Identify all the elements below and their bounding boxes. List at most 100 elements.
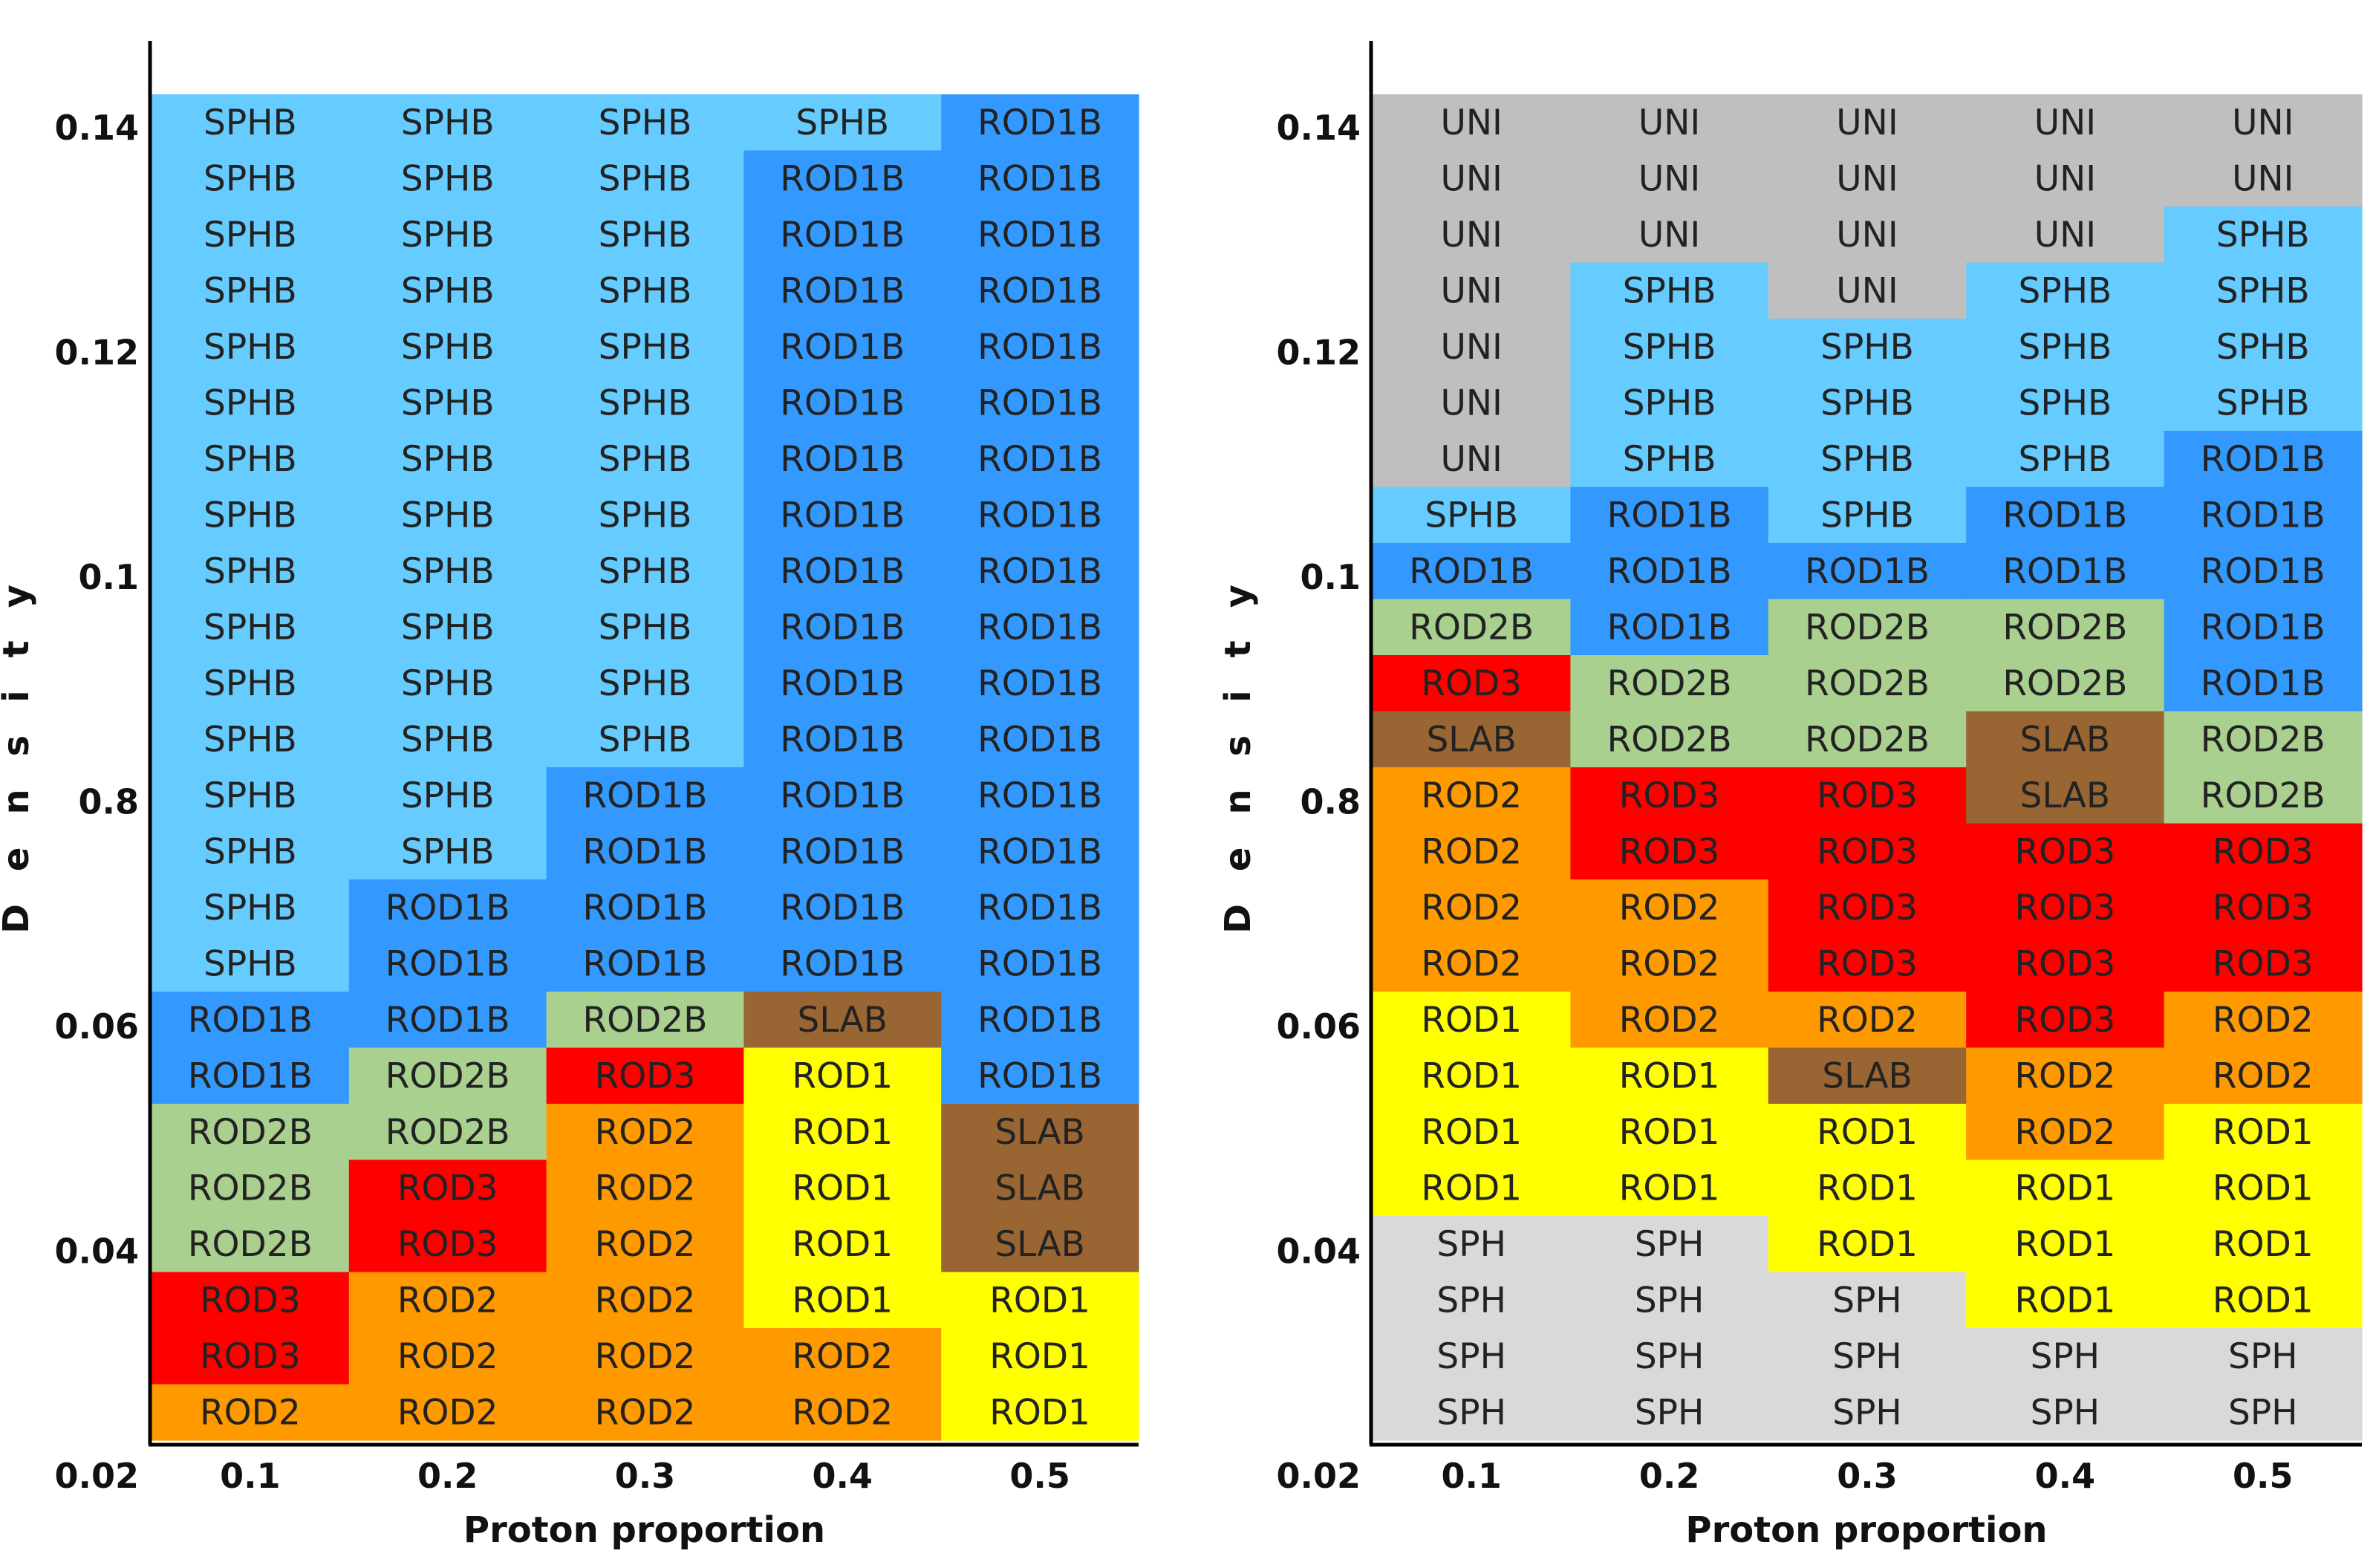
- cell-label: SPHB: [599, 158, 692, 199]
- y-tick-label: 0.02: [1277, 1456, 1361, 1496]
- heatmap-cell: [546, 1047, 744, 1105]
- heatmap-cell: [1373, 711, 1571, 768]
- heatmap-cell: [1966, 1047, 2165, 1105]
- heatmap-cell: [152, 1216, 350, 1273]
- cell-label: ROD3: [2015, 943, 2116, 984]
- heatmap-cell: [1768, 543, 1967, 600]
- heatmap-cell: [1966, 319, 2165, 376]
- cell-label: ROD1: [1817, 1168, 1918, 1208]
- heatmap-cell: [1966, 1384, 2165, 1441]
- heatmap-cell: [2164, 599, 2363, 656]
- heatmap-cell: [743, 599, 942, 656]
- heatmap-cell: [941, 150, 1139, 207]
- heatmap-cell: [2164, 711, 2363, 768]
- cell-label: UNI: [1638, 158, 1700, 199]
- x-tick-label: 0.1: [1441, 1456, 1502, 1496]
- cell-label: ROD1B: [2201, 663, 2325, 704]
- cell-label: ROD1B: [977, 1000, 1102, 1041]
- cell-label: ROD1B: [2002, 551, 2127, 592]
- heatmap-cell: [941, 1159, 1139, 1217]
- cell-label: SLAB: [995, 1112, 1085, 1153]
- cell-label: ROD1B: [977, 439, 1102, 480]
- heatmap-cell: [2164, 150, 2363, 207]
- heatmap-cell: [743, 319, 942, 376]
- heatmap-cell: [546, 879, 744, 937]
- heatmap-cell: [1966, 262, 2165, 319]
- heatmap-cell: [1570, 262, 1769, 319]
- cell-label: SPHB: [204, 551, 297, 592]
- cell-label: SPHB: [401, 607, 495, 648]
- y-tick-label: 0.12: [1277, 333, 1361, 373]
- heatmap-cell: [1768, 1047, 1967, 1105]
- heatmap-cell: [546, 374, 744, 432]
- heatmap-cell: [743, 431, 942, 488]
- cell-label: SPHB: [204, 215, 297, 256]
- heatmap-cell: [152, 767, 350, 824]
- heatmap-cell: [546, 1272, 744, 1329]
- cell-label: SPHB: [204, 158, 297, 199]
- heatmap-cell: [546, 655, 744, 712]
- x-tick-label: 0.5: [2233, 1456, 2294, 1496]
- heatmap-cell: [546, 711, 744, 768]
- heatmap-cell: [152, 992, 350, 1049]
- cell-label: UNI: [1440, 158, 1502, 199]
- cell-label: SPHB: [599, 103, 692, 143]
- cell-label: ROD1B: [2201, 607, 2325, 648]
- heatmap-cell: [546, 823, 744, 880]
- heatmap-cell: [1966, 1272, 2165, 1329]
- heatmap-cell: [1570, 1328, 1769, 1385]
- heatmap-cell: [743, 1384, 942, 1441]
- heatmap-cell: [2164, 992, 2363, 1049]
- heatmap-cell: [1570, 319, 1769, 376]
- heatmap-cell: [348, 1384, 547, 1441]
- cell-label: ROD1: [2015, 1168, 2116, 1208]
- heatmap-cell: [743, 879, 942, 937]
- cell-label: ROD1B: [583, 831, 708, 872]
- cell-label: SPHB: [204, 270, 297, 311]
- cell-label: ROD2: [397, 1392, 498, 1433]
- heatmap-cell: [2164, 1272, 2363, 1329]
- heatmap-cell: [1768, 767, 1967, 824]
- heatmap-cell: [2164, 767, 2363, 824]
- cell-label: ROD2: [2015, 1055, 2116, 1096]
- cell-label: ROD1B: [780, 215, 905, 256]
- cell-label: ROD1: [2015, 1224, 2116, 1265]
- cell-label: UNI: [1836, 270, 1898, 311]
- cell-label: ROD1: [792, 1224, 893, 1265]
- heatmap-cell: [1373, 487, 1571, 544]
- heatmap-cell: [546, 543, 744, 600]
- cell-label: ROD3: [1421, 663, 1522, 704]
- heatmap-cell: [2164, 206, 2363, 264]
- cell-label: SPHB: [204, 103, 297, 143]
- cell-label: ROD1B: [977, 495, 1102, 536]
- cell-label: ROD3: [1817, 831, 1918, 872]
- heatmap-cell: [743, 935, 942, 992]
- cell-label: ROD1B: [977, 270, 1102, 311]
- heatmap-panel-right: UNI UNI UNI UNI UNI UNI UNI UNI UNI UNI UNI UNI UNI U…: [1217, 41, 2363, 1551]
- heatmap-cell: [1768, 823, 1967, 880]
- cell-label: UNI: [2034, 215, 2096, 256]
- cell-label: ROD2B: [1805, 663, 1930, 704]
- heatmap-cell: [1768, 374, 1967, 432]
- cell-label: SPHB: [599, 215, 692, 256]
- cell-label: ROD3: [200, 1280, 301, 1321]
- heatmap-cell: [348, 1272, 547, 1329]
- heatmap-cell: [2164, 262, 2363, 319]
- heatmap-cell: [348, 1159, 547, 1217]
- cell-label: ROD2B: [1607, 663, 1732, 704]
- heatmap-cell: [152, 711, 350, 768]
- heatmap-cell: [1373, 1328, 1571, 1385]
- cell-label: ROD1B: [977, 663, 1102, 704]
- heatmap-cell: [941, 1104, 1139, 1161]
- x-tick-label: 0.3: [615, 1456, 676, 1496]
- cell-label: SPHB: [204, 663, 297, 704]
- heatmap-cell: [546, 1104, 744, 1161]
- cell-label: UNI: [1836, 103, 1898, 143]
- cell-label: ROD2: [595, 1336, 696, 1377]
- heatmap-cell: [1966, 1328, 2165, 1385]
- heatmap-cell: [1768, 319, 1967, 376]
- cell-label: ROD1: [1421, 1055, 1522, 1096]
- heatmap-cell: [2164, 1384, 2363, 1441]
- heatmap-cell: [743, 1328, 942, 1385]
